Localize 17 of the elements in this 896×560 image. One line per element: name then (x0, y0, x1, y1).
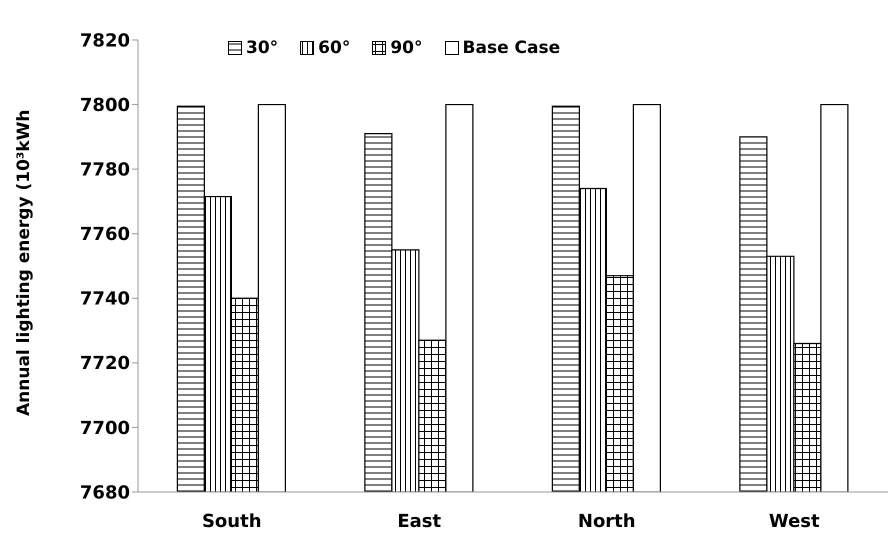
y-tick-label: 7700 (80, 418, 130, 439)
x-tick-label: South (202, 510, 262, 532)
legend-label: 90° (390, 38, 423, 58)
y-tick-label: 7740 (80, 288, 130, 310)
y-tick-label: 7820 (80, 30, 130, 52)
legend-label: 30° (246, 38, 278, 58)
y-axis-title: Annual lighting energy (10³kWh (14, 110, 34, 416)
legend-label: Base Case (462, 38, 560, 58)
y-tick-label: 7760 (80, 224, 130, 246)
legend-label: 60° (318, 38, 350, 58)
x-tick-label: West (768, 510, 820, 532)
y-tick-label: 7780 (80, 160, 130, 181)
y-tick-label: 7800 (80, 94, 130, 116)
y-tick-label: 7680 (80, 482, 130, 504)
x-tick-label: North (578, 510, 636, 532)
x-tick-label: East (397, 510, 442, 532)
y-tick-label: 7720 (80, 353, 130, 374)
